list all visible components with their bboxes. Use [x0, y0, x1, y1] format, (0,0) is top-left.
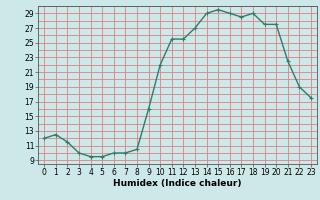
- X-axis label: Humidex (Indice chaleur): Humidex (Indice chaleur): [113, 179, 242, 188]
